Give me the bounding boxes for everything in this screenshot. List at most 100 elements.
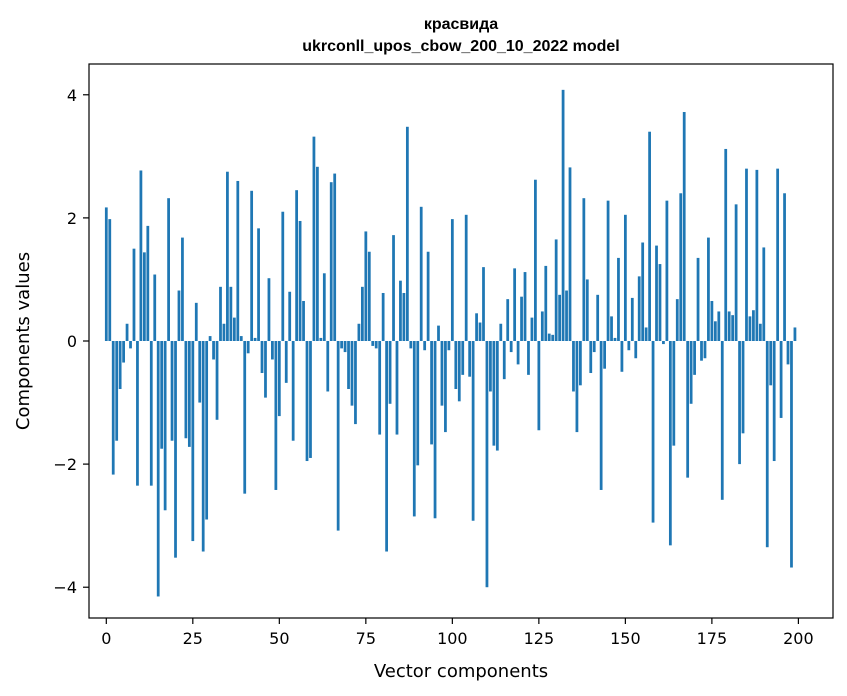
x-tick-label-175: 175 xyxy=(697,629,728,648)
bar-138 xyxy=(582,198,586,341)
bar-0 xyxy=(104,207,108,341)
bar-164 xyxy=(672,341,676,446)
bar-25 xyxy=(191,341,195,542)
bar-116 xyxy=(506,299,510,341)
bar-98 xyxy=(444,341,447,433)
x-tick-label-75: 75 xyxy=(356,629,376,648)
bar-4 xyxy=(118,341,122,390)
bar-167 xyxy=(682,112,686,341)
bar-155 xyxy=(641,242,645,341)
bar-172 xyxy=(700,341,703,361)
bar-117 xyxy=(509,341,513,353)
bar-124 xyxy=(534,179,537,341)
bar-65 xyxy=(329,182,333,341)
bar-188 xyxy=(755,169,759,341)
bar-50 xyxy=(277,341,281,417)
bar-162 xyxy=(665,200,669,341)
bar-5 xyxy=(122,341,125,363)
bar-69 xyxy=(343,341,347,353)
bar-110 xyxy=(485,341,489,588)
bar-79 xyxy=(378,341,382,435)
bar-42 xyxy=(250,190,254,341)
bar-43 xyxy=(253,337,257,341)
bar-178 xyxy=(720,341,724,500)
bar-115 xyxy=(502,341,506,380)
bar-145 xyxy=(606,200,610,341)
bar-70 xyxy=(347,341,350,390)
bars-group xyxy=(104,89,797,597)
bar-81 xyxy=(385,341,388,552)
x-tick-label-0: 0 xyxy=(101,629,111,648)
bar-32 xyxy=(215,341,219,420)
bar-37 xyxy=(232,317,236,341)
x-tick-label-125: 125 xyxy=(524,629,555,648)
bar-127 xyxy=(544,265,548,341)
bar-106 xyxy=(471,341,475,521)
bar-185 xyxy=(745,168,748,341)
bar-122 xyxy=(527,341,530,375)
bar-175 xyxy=(710,300,714,341)
bar-75 xyxy=(364,231,368,341)
bar-10 xyxy=(139,170,143,341)
bar-45 xyxy=(260,341,264,374)
chart-title-line1: красвида xyxy=(424,16,498,33)
bar-63 xyxy=(322,273,326,341)
bar-179 xyxy=(724,148,728,341)
bar-6 xyxy=(125,323,129,341)
bar-35 xyxy=(226,171,229,341)
bar-173 xyxy=(703,341,707,359)
bar-194 xyxy=(776,168,780,341)
bar-168 xyxy=(686,341,690,478)
bar-82 xyxy=(388,341,392,404)
bar-171 xyxy=(696,257,700,341)
bar-28 xyxy=(201,341,205,552)
bar-77 xyxy=(371,341,375,346)
bar-161 xyxy=(662,341,665,345)
bar-128 xyxy=(547,333,551,341)
bar-158 xyxy=(651,341,655,523)
chart-title-line2: ukrconll_upos_cbow_200_10_2022 model xyxy=(302,38,619,55)
bar-84 xyxy=(395,341,399,435)
bar-156 xyxy=(644,327,648,341)
bar-76 xyxy=(367,251,371,341)
bar-180 xyxy=(727,311,731,341)
bar-60 xyxy=(312,136,316,341)
bar-181 xyxy=(731,315,735,341)
bar-40 xyxy=(243,341,247,494)
bar-33 xyxy=(219,286,222,341)
bar-44 xyxy=(257,228,260,341)
bar-78 xyxy=(374,341,378,349)
bar-23 xyxy=(184,341,188,439)
bar-7 xyxy=(129,341,132,349)
y-tick-label--2: −2 xyxy=(53,455,77,474)
bar-13 xyxy=(149,341,153,486)
bar-126 xyxy=(540,311,544,341)
bar-9 xyxy=(136,341,139,486)
x-tick-label-25: 25 xyxy=(183,629,203,648)
bar-52 xyxy=(284,341,288,383)
bar-141 xyxy=(592,341,596,353)
bar-125 xyxy=(537,341,541,431)
bar-48 xyxy=(271,341,274,360)
bar-31 xyxy=(212,341,215,360)
bar-89 xyxy=(412,341,416,517)
bar-170 xyxy=(693,341,696,375)
bar-53 xyxy=(288,291,292,341)
bar-174 xyxy=(707,237,710,341)
bar-140 xyxy=(589,341,593,374)
bar-199 xyxy=(793,327,797,341)
bar-157 xyxy=(648,131,651,341)
bar-16 xyxy=(160,341,164,449)
bar-47 xyxy=(267,278,271,341)
y-tick-label-2: 2 xyxy=(67,209,77,228)
bar-51 xyxy=(281,211,285,341)
y-axis-ticks: −4 −2 0 2 4 xyxy=(53,86,89,597)
bar-92 xyxy=(423,341,427,351)
bar-183 xyxy=(738,341,741,465)
bar-67 xyxy=(336,341,340,531)
y-tick-label-0: 0 xyxy=(67,332,77,351)
bar-90 xyxy=(416,341,420,466)
bar-118 xyxy=(513,268,517,341)
x-tick-label-150: 150 xyxy=(610,629,641,648)
bar-196 xyxy=(783,193,786,341)
